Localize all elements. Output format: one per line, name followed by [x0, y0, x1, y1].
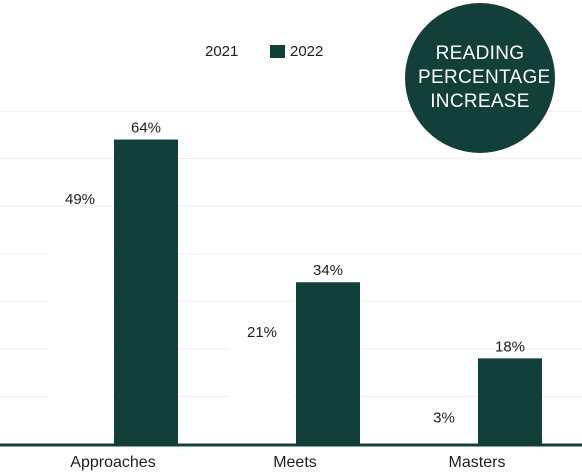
value-label: 64% — [131, 120, 161, 137]
legend-label: 2021 — [205, 43, 238, 60]
value-label: 21% — [247, 324, 277, 341]
bar — [412, 429, 476, 444]
bar — [230, 344, 294, 444]
bar — [296, 282, 360, 444]
value-label: 49% — [65, 191, 95, 208]
value-label: 3% — [433, 410, 455, 427]
value-label: 18% — [495, 338, 525, 355]
title-badge: READING PERCENTAGE INCREASE — [405, 3, 555, 153]
x-tick-label: Meets — [273, 454, 317, 471]
x-tick-label: Masters — [449, 454, 506, 471]
value-label: 34% — [313, 262, 343, 279]
legend-swatch — [272, 45, 285, 58]
bar — [478, 358, 542, 444]
x-tick-label: Approaches — [70, 454, 155, 471]
bar — [114, 139, 178, 445]
legend-label: 2022 — [290, 43, 323, 60]
bar — [48, 210, 112, 444]
chart-title: READING PERCENTAGE INCREASE — [418, 43, 551, 112]
